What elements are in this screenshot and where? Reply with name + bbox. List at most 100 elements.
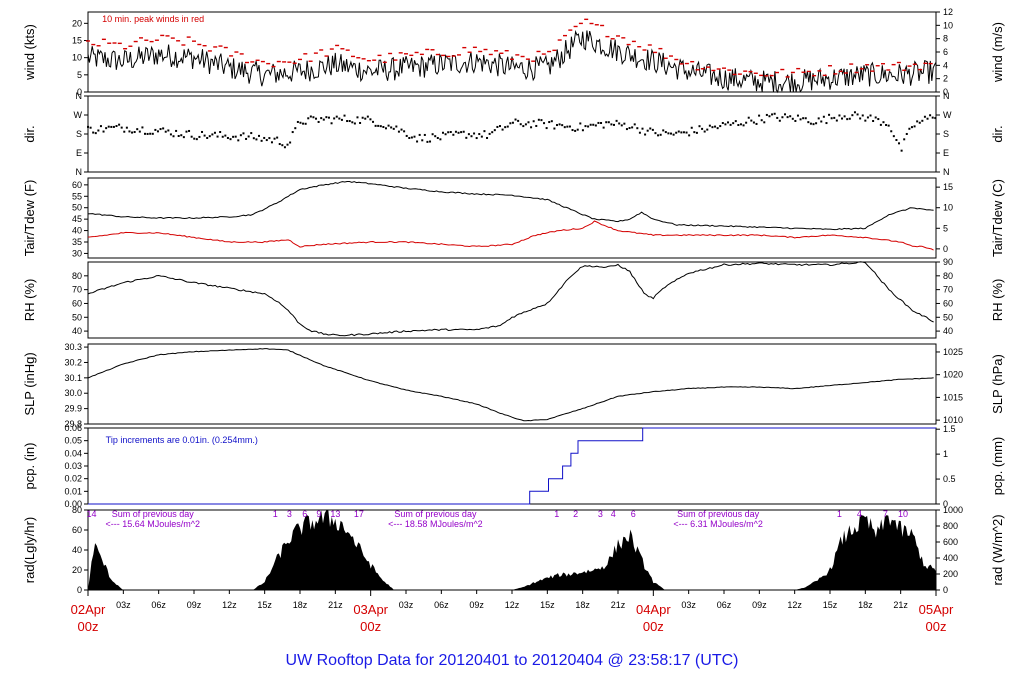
wind-peak-mark bbox=[372, 59, 377, 61]
wind-peak-mark bbox=[907, 65, 912, 67]
dir-point bbox=[462, 130, 465, 133]
rad-hour-mark: 13 bbox=[330, 509, 340, 519]
dir-point bbox=[221, 135, 224, 138]
rad-hour-mark: 1 bbox=[837, 509, 842, 519]
dir-point bbox=[820, 120, 823, 123]
dir-point bbox=[185, 130, 188, 133]
dir-point bbox=[268, 137, 271, 140]
dir-point bbox=[812, 123, 815, 126]
wind-peak-mark bbox=[86, 40, 90, 42]
wind-peak-mark bbox=[303, 53, 308, 55]
rad-hour-mark: 6 bbox=[631, 509, 636, 519]
wind-peak-mark bbox=[308, 60, 313, 62]
dir-point bbox=[918, 121, 921, 124]
wind-left-axis-label: wind (kts) bbox=[22, 24, 37, 81]
wind-peak-mark bbox=[711, 69, 716, 72]
dir-point bbox=[828, 113, 831, 116]
dir-point bbox=[861, 114, 864, 117]
dir-point bbox=[675, 131, 678, 134]
dir-point bbox=[900, 149, 903, 152]
rad-right-tick-label: 200 bbox=[943, 569, 958, 579]
slp-right-tick-label: 1025 bbox=[943, 347, 963, 357]
wind-peak-mark bbox=[96, 45, 101, 47]
rad-left-tick-label: 0 bbox=[77, 585, 82, 595]
dir-point bbox=[550, 120, 553, 123]
x-tick-label: 06z bbox=[434, 600, 449, 610]
wind-right-tick-label: 12 bbox=[943, 7, 953, 17]
rh-left-tick-label: 40 bbox=[72, 326, 82, 336]
temp-panel-frame bbox=[87, 177, 937, 259]
wind-peak-mark bbox=[674, 58, 679, 61]
dir-point bbox=[123, 130, 126, 133]
wind-peak-mark bbox=[425, 48, 430, 51]
dir-point bbox=[763, 121, 766, 124]
dir-point bbox=[87, 125, 89, 128]
dir-point bbox=[488, 132, 491, 135]
dir-point bbox=[646, 129, 649, 132]
dir-point bbox=[263, 136, 266, 139]
wind-peak-mark bbox=[467, 51, 472, 53]
dir-point bbox=[796, 114, 799, 117]
dir-point bbox=[558, 123, 561, 126]
temp-tdew-line bbox=[87, 220, 934, 251]
x-day-label: 00z bbox=[926, 619, 947, 634]
dir-point bbox=[574, 129, 577, 132]
dir-left-tick-label: E bbox=[76, 148, 82, 158]
x-day-label: 00z bbox=[78, 619, 99, 634]
dir-point bbox=[374, 124, 377, 127]
pcp-left-tick-label: 0.04 bbox=[64, 448, 82, 458]
dir-point bbox=[898, 142, 901, 145]
x-tick-label: 15z bbox=[257, 600, 272, 610]
rad-hour-mark: 9 bbox=[316, 509, 321, 519]
wind-left-tick-label: 10 bbox=[72, 53, 82, 63]
wind-peak-mark bbox=[388, 52, 393, 55]
rh-right-tick-label: 50 bbox=[943, 312, 953, 322]
wind-peak-mark bbox=[817, 70, 822, 72]
dir-point bbox=[239, 134, 242, 137]
rad-area bbox=[88, 510, 936, 590]
dir-point bbox=[657, 134, 660, 137]
slp-right-tick-label: 1010 bbox=[943, 415, 963, 425]
dir-point bbox=[351, 121, 354, 124]
dir-point bbox=[895, 139, 898, 142]
dir-point bbox=[548, 121, 551, 124]
dir-point bbox=[154, 128, 157, 131]
wind-peak-mark bbox=[610, 38, 615, 40]
dir-point bbox=[721, 122, 724, 125]
dir-point bbox=[250, 132, 253, 135]
rad-hour-mark: 1 bbox=[554, 509, 559, 519]
wind-peak-mark bbox=[282, 61, 287, 63]
dir-point bbox=[768, 115, 771, 118]
dir-point bbox=[188, 129, 191, 132]
dir-point bbox=[317, 120, 320, 123]
wind-peak-mark bbox=[647, 44, 652, 46]
wind-peak-mark bbox=[139, 37, 143, 39]
dir-point bbox=[496, 125, 499, 128]
wind-peak-mark bbox=[133, 40, 138, 43]
wind-peak-mark bbox=[112, 42, 117, 44]
wind-peak-mark bbox=[812, 74, 817, 77]
dir-point bbox=[312, 116, 315, 119]
dir-point bbox=[167, 129, 170, 132]
dir-point bbox=[563, 126, 566, 129]
dir-point bbox=[874, 116, 877, 119]
dir-point bbox=[338, 117, 341, 120]
dir-point bbox=[467, 133, 470, 136]
wind-peak-mark bbox=[891, 63, 896, 66]
wind-left-tick-label: 20 bbox=[72, 18, 82, 28]
x-tick-label: 15z bbox=[540, 600, 555, 610]
temp-right-tick-label: 0 bbox=[943, 244, 948, 254]
dir-point bbox=[923, 115, 926, 118]
temp-right-tick-label: 5 bbox=[943, 223, 948, 233]
wind-peak-mark bbox=[255, 59, 260, 61]
dir-point bbox=[727, 121, 730, 124]
dir-point bbox=[654, 132, 657, 135]
dir-point bbox=[921, 119, 924, 122]
dir-point bbox=[841, 117, 844, 120]
dir-point bbox=[817, 117, 820, 120]
wind-peak-mark bbox=[865, 64, 870, 66]
dir-point bbox=[232, 135, 235, 138]
dir-point bbox=[429, 140, 432, 143]
wind-peak-mark bbox=[202, 45, 207, 47]
dir-point bbox=[838, 114, 841, 117]
